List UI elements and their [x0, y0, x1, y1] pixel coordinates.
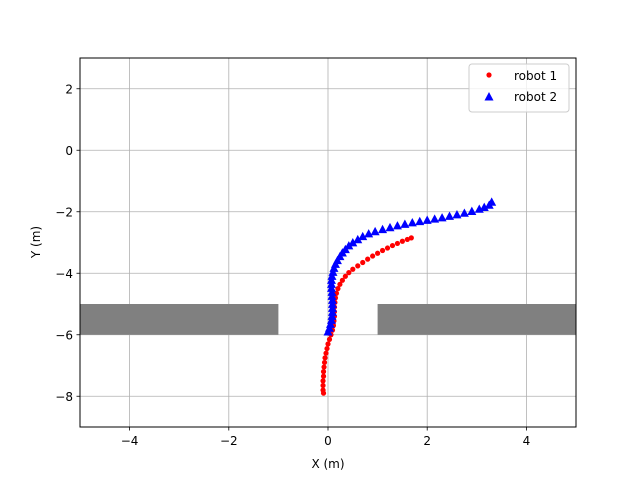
data-point [459, 208, 469, 217]
data-point [323, 350, 329, 356]
data-point [327, 307, 337, 316]
data-point [467, 206, 477, 215]
data-point [322, 355, 328, 361]
data-point [327, 271, 337, 280]
data-point [320, 390, 327, 396]
data-point [484, 200, 494, 209]
x-tick-label: −2 [220, 434, 238, 448]
data-point [404, 236, 410, 243]
data-point [399, 238, 405, 244]
data-point [370, 226, 380, 236]
data-point [379, 247, 386, 254]
data-point [323, 327, 333, 336]
data-point [375, 250, 381, 256]
data-point [328, 267, 338, 276]
data-point [321, 364, 327, 370]
data-point [325, 319, 335, 328]
legend-label-robot-2: robot 2 [514, 90, 557, 104]
data-point [325, 341, 331, 347]
data-point [392, 221, 402, 230]
data-point [355, 263, 361, 269]
data-point [385, 222, 395, 232]
data-point [350, 266, 356, 272]
data-point [384, 245, 391, 251]
data-point [407, 218, 417, 227]
data-point [430, 214, 440, 223]
y-tick-label: −4 [55, 267, 73, 281]
data-point [370, 253, 376, 259]
data-point [437, 213, 447, 222]
x-axis-label: X (m) [311, 457, 344, 471]
data-point [452, 210, 462, 219]
legend-marker-robot-2 [484, 92, 494, 101]
data-point [321, 359, 328, 366]
data-point [389, 242, 396, 249]
data-point [329, 263, 339, 272]
data-point [327, 291, 337, 300]
legend-frame [468, 63, 570, 113]
data-point [400, 219, 410, 228]
legend: robot 1 robot 2 [468, 63, 570, 113]
data-point [422, 215, 432, 224]
data-point [364, 229, 374, 238]
legend-label-robot-1: robot 1 [514, 69, 557, 83]
data-point [320, 378, 326, 384]
obstacle-2 [377, 304, 576, 335]
data-point [337, 281, 343, 287]
x-tick-label: 0 [324, 434, 332, 448]
data-point [360, 259, 366, 266]
data-point [326, 336, 333, 342]
data-point [320, 369, 327, 375]
x-tick-label: −4 [121, 434, 139, 448]
data-point [335, 286, 341, 292]
ticks: −4 −2 0 2 4 −8 −6 −4 −2 0 2 [55, 82, 530, 448]
data-point [320, 373, 327, 379]
data-point [394, 240, 401, 247]
obstacle-1 [80, 304, 279, 335]
data-point [358, 231, 368, 241]
y-tick-label: −2 [55, 205, 73, 219]
legend-marker-robot-1 [486, 72, 492, 78]
series [320, 197, 497, 396]
data-point [474, 204, 484, 213]
data-point [324, 345, 330, 352]
x-tick-label: 4 [523, 434, 531, 448]
data-point [408, 235, 414, 241]
y-tick-label: −6 [55, 328, 73, 342]
data-point [320, 382, 326, 389]
data-point [445, 211, 455, 220]
data-point [415, 216, 425, 226]
y-tick-label: 0 [65, 144, 73, 158]
data-point [346, 270, 352, 276]
data-point [365, 256, 371, 262]
data-point [479, 202, 489, 211]
data-point [326, 283, 336, 292]
data-point [348, 238, 358, 247]
data-point [339, 277, 345, 283]
y-axis-label: Y (m) [29, 226, 43, 259]
x-tick-label: 2 [423, 434, 431, 448]
data-point [353, 234, 363, 244]
y-tick-label: 2 [65, 82, 73, 96]
series-2 [323, 197, 497, 336]
data-point [326, 315, 336, 324]
obstacles [80, 304, 576, 335]
data-point [378, 224, 388, 234]
data-point [327, 311, 337, 320]
data-point [342, 273, 348, 279]
y-tick-label: −8 [55, 390, 73, 404]
